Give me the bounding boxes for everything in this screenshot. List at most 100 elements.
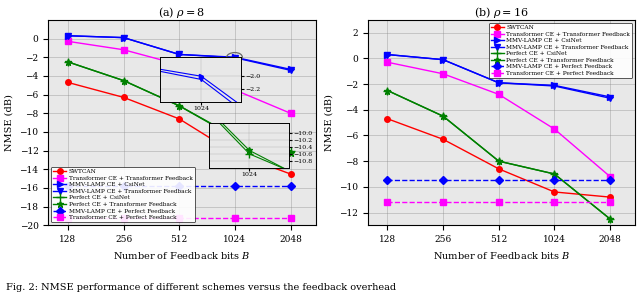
SWTCAN [439, 137, 447, 141]
Line: MMV-LAMP CE + CsiNet: MMV-LAMP CE + CsiNet [65, 33, 293, 72]
Line: Perfect CE + Transformer Feedback: Perfect CE + Transformer Feedback [65, 58, 294, 156]
MMV-LAMP CE + Perfect Feedback [606, 179, 614, 182]
MMV-LAMP CE + Perfect Feedback [550, 179, 558, 182]
SWTCAN [383, 117, 391, 121]
MMV-LAMP CE + CsiNet [175, 53, 183, 56]
Transformer CE + Perfect Feedback [550, 201, 558, 204]
Line: SWTCAN: SWTCAN [65, 80, 293, 177]
Line: MMV-LAMP CE + Transformer Feedback: MMV-LAMP CE + Transformer Feedback [385, 52, 613, 101]
Perfect CE + CsiNet [383, 89, 391, 92]
Perfect CE + CsiNet [606, 217, 614, 221]
Transformer CE + Transformer Feedback [64, 40, 72, 43]
Line: Perfect CE + CsiNet: Perfect CE + CsiNet [383, 86, 614, 223]
Transformer CE + Transformer Feedback [287, 112, 294, 115]
Line: Transformer CE + Transformer Feedback: Transformer CE + Transformer Feedback [65, 39, 293, 116]
Perfect CE + CsiNet [231, 136, 239, 139]
MMV-LAMP CE + Perfect Feedback [175, 184, 183, 188]
MMV-LAMP CE + CsiNet [231, 55, 239, 59]
Perfect CE + Transformer Feedback [606, 217, 614, 221]
MMV-LAMP CE + Transformer Feedback [64, 34, 72, 37]
SWTCAN [231, 152, 239, 155]
MMV-LAMP CE + CsiNet [495, 81, 502, 85]
Perfect CE + CsiNet [175, 104, 183, 108]
MMV-LAMP CE + Perfect Feedback [495, 179, 502, 182]
Transformer CE + Perfect Feedback [175, 216, 183, 220]
Transformer CE + Transformer Feedback [383, 60, 391, 64]
Transformer CE + Perfect Feedback [231, 216, 239, 220]
Transformer CE + Transformer Feedback [495, 93, 502, 96]
Y-axis label: NMSE (dB): NMSE (dB) [324, 94, 333, 151]
MMV-LAMP CE + Transformer Feedback [383, 53, 391, 56]
Perfect CE + CsiNet [120, 79, 127, 82]
MMV-LAMP CE + CsiNet [120, 36, 127, 39]
MMV-LAMP CE + Transformer Feedback [495, 81, 502, 85]
Line: Transformer CE + Perfect Feedback: Transformer CE + Perfect Feedback [65, 215, 293, 221]
Transformer CE + Transformer Feedback [606, 175, 614, 178]
Transformer CE + Perfect Feedback [383, 201, 391, 204]
MMV-LAMP CE + Transformer Feedback [550, 84, 558, 88]
MMV-LAMP CE + Perfect Feedback [287, 184, 294, 188]
SWTCAN [64, 81, 72, 84]
Perfect CE + Transformer Feedback [287, 151, 294, 154]
MMV-LAMP CE + CsiNet [606, 95, 614, 99]
Transformer CE + Transformer Feedback [550, 127, 558, 131]
Transformer CE + Perfect Feedback [120, 216, 127, 220]
Line: SWTCAN: SWTCAN [385, 116, 613, 200]
MMV-LAMP CE + Transformer Feedback [120, 36, 127, 39]
Legend: SWTCAN, Transformer CE + Transformer Feedback, MMV-LAMP CE + CsiNet, MMV-LAMP CE: SWTCAN, Transformer CE + Transformer Fee… [488, 23, 632, 78]
MMV-LAMP CE + Transformer Feedback [231, 56, 239, 60]
MMV-LAMP CE + CsiNet [439, 58, 447, 61]
MMV-LAMP CE + Perfect Feedback [439, 179, 447, 182]
MMV-LAMP CE + CsiNet [64, 34, 72, 37]
MMV-LAMP CE + Perfect Feedback [120, 184, 127, 188]
Transformer CE + Transformer Feedback [231, 88, 239, 92]
MMV-LAMP CE + Transformer Feedback [439, 58, 447, 61]
Line: Transformer CE + Transformer Feedback: Transformer CE + Transformer Feedback [385, 60, 613, 179]
Perfect CE + CsiNet [550, 172, 558, 176]
SWTCAN [495, 167, 502, 171]
Title: (b) $\rho = 16$: (b) $\rho = 16$ [474, 5, 529, 20]
Line: MMV-LAMP CE + Transformer Feedback: MMV-LAMP CE + Transformer Feedback [65, 33, 293, 73]
SWTCAN [606, 195, 614, 199]
Perfect CE + CsiNet [495, 159, 502, 163]
MMV-LAMP CE + Perfect Feedback [231, 184, 239, 188]
Transformer CE + Perfect Feedback [495, 201, 502, 204]
Title: (a) $\rho = 8$: (a) $\rho = 8$ [158, 5, 205, 20]
Text: Fig. 2: NMSE performance of different schemes versus the feedback overhead: Fig. 2: NMSE performance of different sc… [6, 283, 397, 292]
Perfect CE + CsiNet [439, 114, 447, 118]
Perfect CE + Transformer Feedback [495, 159, 502, 163]
Perfect CE + Transformer Feedback [550, 172, 558, 176]
MMV-LAMP CE + Transformer Feedback [287, 68, 294, 72]
Transformer CE + Transformer Feedback [120, 48, 127, 52]
Perfect CE + Transformer Feedback [231, 135, 239, 138]
Perfect CE + CsiNet [64, 60, 72, 64]
Line: MMV-LAMP CE + Perfect Feedback: MMV-LAMP CE + Perfect Feedback [385, 178, 613, 183]
Y-axis label: NMSE (dB): NMSE (dB) [5, 94, 14, 151]
SWTCAN [175, 117, 183, 121]
Transformer CE + Perfect Feedback [439, 201, 447, 204]
X-axis label: Number of Feedback bits $B$: Number of Feedback bits $B$ [433, 250, 570, 261]
MMV-LAMP CE + Transformer Feedback [606, 96, 614, 100]
Line: Transformer CE + Perfect Feedback: Transformer CE + Perfect Feedback [385, 199, 613, 205]
MMV-LAMP CE + CsiNet [287, 68, 294, 71]
Perfect CE + Transformer Feedback [439, 114, 447, 118]
Perfect CE + CsiNet [287, 149, 294, 153]
SWTCAN [120, 96, 127, 99]
MMV-LAMP CE + CsiNet [383, 53, 391, 56]
SWTCAN [550, 190, 558, 194]
MMV-LAMP CE + Transformer Feedback [175, 53, 183, 56]
Transformer CE + Perfect Feedback [287, 216, 294, 220]
X-axis label: Number of Feedback bits $B$: Number of Feedback bits $B$ [113, 250, 251, 261]
MMV-LAMP CE + CsiNet [550, 83, 558, 87]
Line: MMV-LAMP CE + Perfect Feedback: MMV-LAMP CE + Perfect Feedback [65, 183, 293, 189]
Perfect CE + Transformer Feedback [120, 79, 127, 82]
SWTCAN [287, 172, 294, 176]
MMV-LAMP CE + Perfect Feedback [64, 184, 72, 188]
Transformer CE + Transformer Feedback [175, 63, 183, 66]
Transformer CE + Perfect Feedback [606, 201, 614, 204]
Transformer CE + Transformer Feedback [439, 72, 447, 76]
Line: Perfect CE + CsiNet: Perfect CE + CsiNet [64, 58, 294, 155]
Line: MMV-LAMP CE + CsiNet: MMV-LAMP CE + CsiNet [385, 52, 613, 100]
Perfect CE + Transformer Feedback [383, 89, 391, 92]
Line: Perfect CE + Transformer Feedback: Perfect CE + Transformer Feedback [384, 87, 614, 222]
